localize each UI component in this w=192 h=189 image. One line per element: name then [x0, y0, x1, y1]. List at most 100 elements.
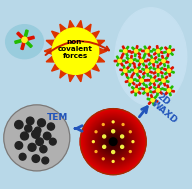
Text: 2D
WAXD: 2D WAXD: [150, 92, 185, 125]
Polygon shape: [27, 36, 34, 40]
Polygon shape: [26, 41, 32, 48]
Circle shape: [102, 158, 104, 160]
Polygon shape: [158, 85, 160, 89]
Circle shape: [105, 133, 121, 150]
Polygon shape: [159, 71, 163, 74]
Polygon shape: [148, 71, 152, 73]
Circle shape: [93, 121, 134, 162]
Polygon shape: [164, 57, 168, 60]
Polygon shape: [90, 63, 99, 71]
Circle shape: [15, 142, 23, 149]
Polygon shape: [148, 62, 152, 65]
Polygon shape: [167, 53, 169, 57]
Polygon shape: [132, 47, 135, 50]
Circle shape: [109, 138, 117, 145]
Polygon shape: [153, 86, 157, 90]
Polygon shape: [131, 69, 135, 71]
Circle shape: [95, 123, 131, 160]
Polygon shape: [153, 57, 157, 60]
Polygon shape: [153, 52, 157, 55]
Polygon shape: [138, 62, 141, 66]
Circle shape: [112, 140, 115, 143]
Polygon shape: [147, 92, 149, 96]
Polygon shape: [153, 96, 157, 99]
Polygon shape: [164, 71, 168, 75]
Polygon shape: [136, 72, 139, 76]
Circle shape: [145, 89, 149, 92]
Circle shape: [112, 160, 114, 162]
Polygon shape: [148, 101, 152, 105]
Circle shape: [4, 105, 70, 171]
Polygon shape: [153, 71, 157, 74]
Polygon shape: [121, 60, 125, 62]
Circle shape: [112, 130, 115, 133]
Circle shape: [145, 50, 149, 53]
Polygon shape: [95, 55, 105, 62]
Circle shape: [92, 120, 135, 163]
Circle shape: [98, 126, 129, 157]
Polygon shape: [136, 85, 137, 89]
Polygon shape: [123, 65, 125, 69]
Polygon shape: [131, 87, 135, 90]
Polygon shape: [142, 71, 146, 75]
Polygon shape: [90, 31, 99, 40]
FancyArrowPatch shape: [75, 126, 82, 131]
Polygon shape: [154, 61, 158, 63]
Ellipse shape: [6, 25, 43, 59]
Polygon shape: [170, 49, 174, 51]
Polygon shape: [165, 91, 168, 95]
Circle shape: [90, 119, 136, 165]
Circle shape: [42, 157, 49, 164]
Polygon shape: [126, 46, 129, 50]
Polygon shape: [147, 98, 151, 100]
Polygon shape: [158, 59, 162, 61]
Polygon shape: [120, 69, 124, 71]
Circle shape: [95, 151, 97, 153]
Polygon shape: [167, 85, 169, 89]
Polygon shape: [60, 24, 67, 34]
Polygon shape: [146, 85, 147, 89]
Polygon shape: [116, 56, 119, 60]
Circle shape: [123, 50, 127, 53]
Polygon shape: [132, 62, 135, 65]
Circle shape: [103, 145, 106, 148]
Polygon shape: [142, 82, 145, 86]
Polygon shape: [163, 62, 166, 66]
Circle shape: [32, 130, 40, 138]
Polygon shape: [138, 82, 142, 86]
Polygon shape: [146, 65, 147, 69]
Circle shape: [87, 115, 140, 168]
Polygon shape: [151, 95, 153, 99]
Circle shape: [106, 134, 121, 149]
Circle shape: [28, 143, 36, 151]
Polygon shape: [169, 46, 171, 50]
Polygon shape: [76, 20, 83, 30]
Circle shape: [104, 132, 122, 151]
Circle shape: [37, 119, 46, 127]
Circle shape: [134, 50, 138, 53]
Circle shape: [94, 123, 132, 161]
Text: TEM: TEM: [47, 113, 68, 122]
Circle shape: [140, 79, 143, 82]
Polygon shape: [142, 56, 145, 60]
Polygon shape: [127, 70, 131, 72]
Polygon shape: [167, 65, 169, 69]
Polygon shape: [121, 72, 125, 75]
Polygon shape: [165, 61, 169, 63]
Circle shape: [129, 79, 132, 82]
Polygon shape: [132, 79, 136, 81]
Circle shape: [112, 121, 114, 123]
Polygon shape: [84, 24, 91, 34]
Polygon shape: [142, 68, 146, 71]
Polygon shape: [170, 52, 173, 55]
Polygon shape: [125, 80, 129, 83]
Polygon shape: [152, 62, 155, 66]
Polygon shape: [137, 52, 141, 55]
Circle shape: [85, 114, 141, 170]
Circle shape: [107, 136, 119, 147]
Circle shape: [134, 69, 138, 72]
Circle shape: [47, 123, 55, 130]
Polygon shape: [125, 52, 128, 56]
Circle shape: [99, 128, 127, 156]
Circle shape: [129, 59, 132, 63]
